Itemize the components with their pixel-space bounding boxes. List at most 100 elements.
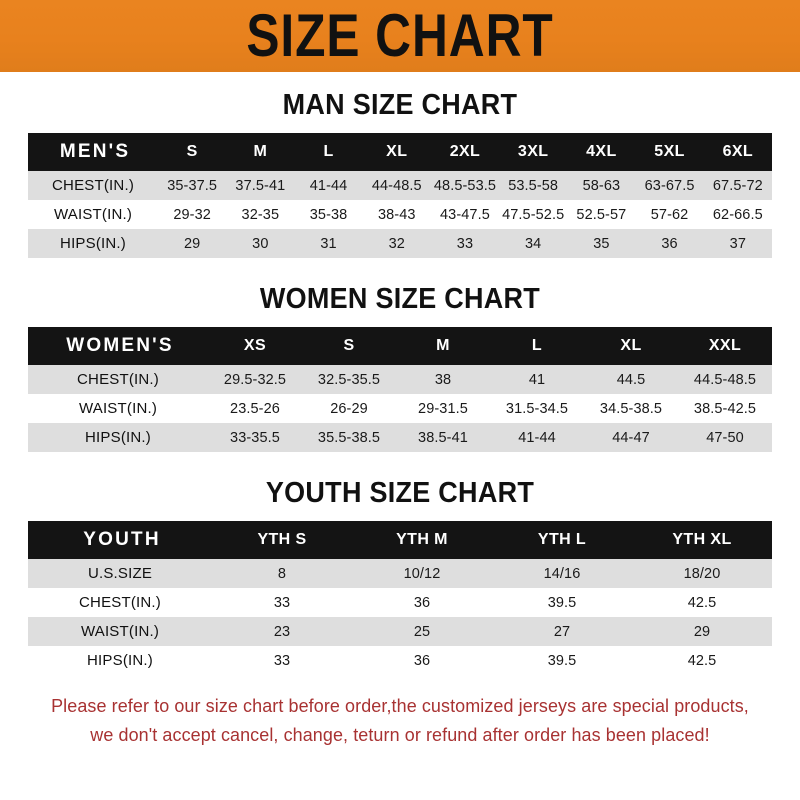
women-cell-chest-xl: 44.5: [616, 371, 646, 388]
men-cell-hips-m: 30: [252, 235, 269, 252]
youth-cell-chest-l: 39.5: [547, 594, 577, 611]
youth-cell-waist-m: 25: [413, 623, 431, 640]
men-cell-waist-xl: 38-43: [377, 206, 416, 223]
men-cell-hips-4xl: 35: [593, 235, 610, 252]
women-cell-chest-xs: 29.5-32.5: [223, 371, 287, 388]
spacer-women-youth: [0, 452, 800, 478]
youth-row-label-waist: WAIST(IN.): [80, 623, 160, 640]
men-col-header-5: 2XL: [449, 143, 481, 160]
women-cell-waist-xs: 23.5-26: [230, 400, 280, 417]
men-table-row: WAIST(IN.) 29-32 32-35 35-38 38-43 43-47…: [28, 200, 772, 229]
youth-cell-ussize-xl: 18/20: [683, 565, 721, 582]
men-col-header-8: 5XL: [654, 143, 685, 160]
spacer-women-title: [0, 314, 800, 327]
youth-cell-waist-s: 23: [273, 623, 291, 640]
women-cell-hips-m: 38.5-41: [418, 429, 468, 446]
men-size-table: MEN'S S M L XL 2XL 3XL 4XL 5XL 6XL CHEST…: [28, 133, 772, 258]
women-col-header-4: L: [531, 337, 543, 354]
men-cell-chest-4xl: 58-63: [582, 177, 621, 194]
youth-col-header-1: YTH S: [257, 531, 307, 548]
women-cell-waist-m: 29-31.5: [418, 400, 468, 417]
women-col-header-3: M: [436, 337, 450, 354]
youth-col-header-3: YTH L: [537, 531, 587, 548]
youth-col-header-2: YTH M: [396, 531, 448, 548]
men-cell-waist-3xl: 47.5-52.5: [502, 206, 565, 223]
spacer-after-banner: [0, 72, 800, 90]
men-cell-chest-2xl: 48.5-53.5: [433, 177, 497, 194]
disclaimer-line-1: Please refer to our size chart before or…: [51, 695, 749, 716]
men-cell-chest-s: 35-37.5: [167, 177, 218, 194]
women-cell-hips-xxl: 47-50: [706, 429, 744, 446]
youth-cell-hips-s: 33: [273, 652, 291, 669]
women-cell-hips-xl: 44-47: [612, 429, 650, 446]
men-row-label-hips: HIPS(IN.): [60, 235, 126, 252]
men-header-row: MEN'S S M L XL 2XL 3XL 4XL 5XL 6XL: [28, 133, 772, 171]
women-cell-waist-s: 26-29: [330, 400, 368, 417]
men-cell-hips-6xl: 37: [729, 235, 746, 252]
women-cell-chest-s: 32.5-35.5: [317, 371, 381, 388]
women-cell-waist-xxl: 38.5-42.5: [693, 400, 757, 417]
men-cell-chest-5xl: 63-67.5: [644, 177, 695, 194]
men-cell-hips-5xl: 36: [661, 235, 678, 252]
men-table-row: HIPS(IN.) 29 30 31 32 33 34 35 36 37: [28, 229, 772, 258]
men-row-label-chest: CHEST(IN.): [52, 177, 135, 194]
women-table-row: HIPS(IN.) 33-35.5 35.5-38.5 38.5-41 41-4…: [28, 423, 772, 452]
spacer-men-title: [0, 120, 800, 133]
youth-row-label-header: YOUTH: [83, 529, 161, 550]
men-cell-waist-4xl: 52.5-57: [576, 206, 627, 223]
women-chart-wrap: WOMEN'S XS S M L XL XXL CHEST(IN.) 29.5-…: [28, 327, 772, 452]
women-table-row: WAIST(IN.) 23.5-26 26-29 29-31.5 31.5-34…: [28, 394, 772, 423]
men-row-label-waist: WAIST(IN.): [53, 206, 133, 223]
men-cell-waist-6xl: 62-66.5: [712, 206, 763, 223]
youth-cell-hips-m: 36: [413, 652, 431, 669]
youth-table-row: HIPS(IN.) 33 36 39.5 42.5: [28, 646, 772, 675]
youth-row-label-us-size: U.S.SIZE: [87, 565, 153, 582]
men-col-header-2: M: [253, 143, 268, 160]
men-cell-waist-s: 29-32: [173, 206, 211, 223]
men-col-header-9: 6XL: [722, 143, 754, 160]
men-cell-waist-2xl: 43-47.5: [440, 206, 490, 223]
women-row-label-waist: WAIST(IN.): [78, 400, 158, 417]
youth-table-row: U.S.SIZE 8 10/12 14/16 18/20: [28, 559, 772, 588]
men-cell-chest-l: 41-44: [309, 177, 348, 194]
men-cell-chest-3xl: 53.5-58: [508, 177, 559, 194]
men-cell-hips-xl: 32: [388, 235, 405, 252]
spacer-before-note: [0, 675, 800, 691]
youth-header-row: YOUTH YTH S YTH M YTH L YTH XL: [28, 521, 772, 559]
men-cell-chest-m: 37.5-41: [235, 177, 286, 194]
men-cell-waist-l: 35-38: [309, 206, 348, 223]
men-col-header-3: L: [323, 143, 334, 160]
youth-cell-ussize-s: 8: [277, 565, 287, 582]
women-row-label-chest: CHEST(IN.): [77, 371, 159, 388]
youth-size-table: YOUTH YTH S YTH M YTH L YTH XL U.S.SIZE …: [28, 521, 772, 675]
women-col-header-1: XS: [243, 337, 267, 354]
men-cell-hips-s: 29: [183, 235, 201, 252]
men-cell-waist-m: 32-35: [241, 206, 280, 223]
disclaimer-line-2: we don't accept cancel, change, teturn o…: [90, 724, 710, 745]
youth-cell-hips-l: 39.5: [547, 652, 577, 669]
spacer-youth-title: [0, 508, 800, 521]
youth-cell-chest-m: 36: [413, 594, 431, 611]
women-col-header-5: XL: [620, 337, 642, 354]
disclaimer-note: Please refer to our size chart before or…: [31, 691, 768, 749]
men-col-header-7: 4XL: [586, 143, 617, 160]
women-row-label-hips: HIPS(IN.): [85, 429, 151, 446]
women-table-row: CHEST(IN.) 29.5-32.5 32.5-35.5 38 41 44.…: [28, 365, 772, 394]
youth-row-label-hips: HIPS(IN.): [87, 652, 153, 669]
youth-cell-ussize-m: 10/12: [403, 565, 441, 582]
women-cell-chest-xxl: 44.5-48.5: [693, 371, 757, 388]
youth-cell-ussize-l: 14/16: [543, 565, 581, 582]
women-col-header-6: XXL: [708, 337, 742, 354]
men-col-header-4: XL: [386, 143, 408, 160]
youth-cell-chest-xl: 42.5: [687, 594, 717, 611]
women-row-label-header: WOMEN'S: [66, 335, 174, 356]
women-header-row: WOMEN'S XS S M L XL XXL: [28, 327, 772, 365]
banner-title: SIZE CHART: [246, 2, 554, 70]
men-cell-chest-6xl: 67.5-72: [712, 177, 763, 194]
women-cell-waist-l: 31.5-34.5: [505, 400, 569, 417]
men-section-title: MAN SIZE CHART: [282, 89, 518, 121]
spacer-men-women: [0, 258, 800, 284]
youth-col-header-4: YTH XL: [672, 531, 732, 548]
youth-cell-hips-xl: 42.5: [687, 652, 717, 669]
